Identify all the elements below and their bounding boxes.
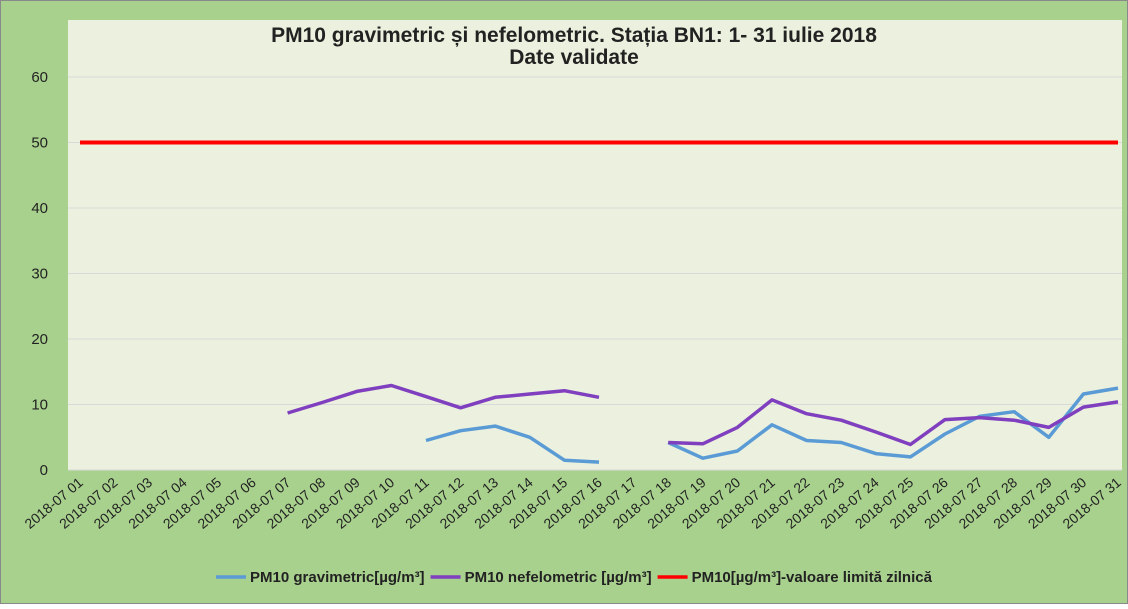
legend-label: PM10[µg/m³]-valoare limită zilnică: [692, 569, 933, 586]
y-tick-label: 20: [31, 331, 48, 348]
series-line: [425, 386, 1119, 464]
y-tick-label: 50: [31, 135, 48, 152]
series-line: [287, 383, 1119, 447]
y-tick-label: 0: [40, 462, 48, 479]
y-tick-label: 40: [31, 200, 48, 217]
legend-label: PM10 gravimetric[µg/m³]: [250, 569, 425, 586]
chart-subtitle: Date validate: [509, 46, 639, 69]
y-tick-label: 60: [31, 69, 48, 86]
plot-area: [68, 20, 1122, 470]
y-tick-label: 10: [31, 397, 48, 414]
y-tick-label: 30: [31, 266, 48, 283]
chart-title: PM10 gravimetric și nefelometric. Stația…: [271, 24, 877, 47]
legend-label: PM10 nefelometric [µg/m³]: [465, 569, 652, 586]
